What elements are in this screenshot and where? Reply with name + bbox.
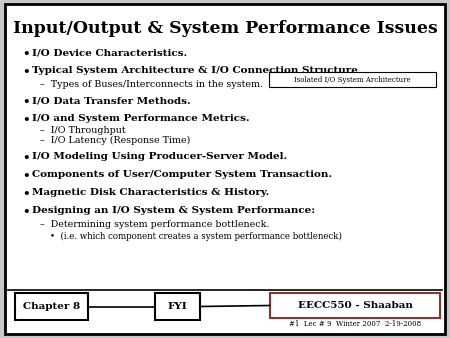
Text: •: • [22, 152, 30, 165]
Text: Chapter 8: Chapter 8 [23, 302, 80, 311]
Text: •: • [22, 188, 30, 201]
Text: Magnetic Disk Characteristics & History.: Magnetic Disk Characteristics & History. [32, 188, 270, 197]
Text: I/O Device Characteristics.: I/O Device Characteristics. [32, 48, 187, 57]
Text: •  (i.e. which component creates a system performance bottleneck): • (i.e. which component creates a system… [50, 232, 342, 241]
Text: EECC550 - Shaaban: EECC550 - Shaaban [297, 301, 413, 310]
FancyBboxPatch shape [269, 72, 436, 87]
Text: I/O and System Performance Metrics.: I/O and System Performance Metrics. [32, 114, 250, 123]
Text: FYI: FYI [167, 302, 187, 311]
Text: –  I/O Latency (Response Time): – I/O Latency (Response Time) [40, 136, 190, 145]
FancyBboxPatch shape [270, 293, 440, 318]
Text: •: • [22, 206, 30, 219]
Text: Typical System Architecture & I/O Connection Structure: Typical System Architecture & I/O Connec… [32, 66, 358, 75]
Text: •: • [22, 48, 30, 61]
Text: •: • [22, 96, 30, 109]
Text: I/O Modeling Using Producer-Server Model.: I/O Modeling Using Producer-Server Model… [32, 152, 287, 161]
Text: •: • [22, 114, 30, 127]
Text: Components of User/Computer System Transaction.: Components of User/Computer System Trans… [32, 170, 332, 179]
Text: –  Types of Buses/Interconnects in the system.: – Types of Buses/Interconnects in the sy… [40, 80, 263, 89]
FancyBboxPatch shape [15, 293, 88, 320]
Text: –  Determining system performance bottleneck.: – Determining system performance bottlen… [40, 220, 270, 229]
Text: –  I/O Throughput: – I/O Throughput [40, 126, 126, 135]
Text: I/O Data Transfer Methods.: I/O Data Transfer Methods. [32, 96, 191, 105]
FancyBboxPatch shape [155, 293, 200, 320]
Text: •: • [22, 170, 30, 183]
Text: #1  Lec # 9  Winter 2007  2-19-2008: #1 Lec # 9 Winter 2007 2-19-2008 [289, 320, 421, 328]
Text: Isolated I/O System Architecture: Isolated I/O System Architecture [294, 75, 411, 83]
Text: Input/Output & System Performance Issues: Input/Output & System Performance Issues [13, 20, 437, 37]
Text: •: • [22, 66, 30, 79]
Text: Designing an I/O System & System Performance:: Designing an I/O System & System Perform… [32, 206, 315, 215]
